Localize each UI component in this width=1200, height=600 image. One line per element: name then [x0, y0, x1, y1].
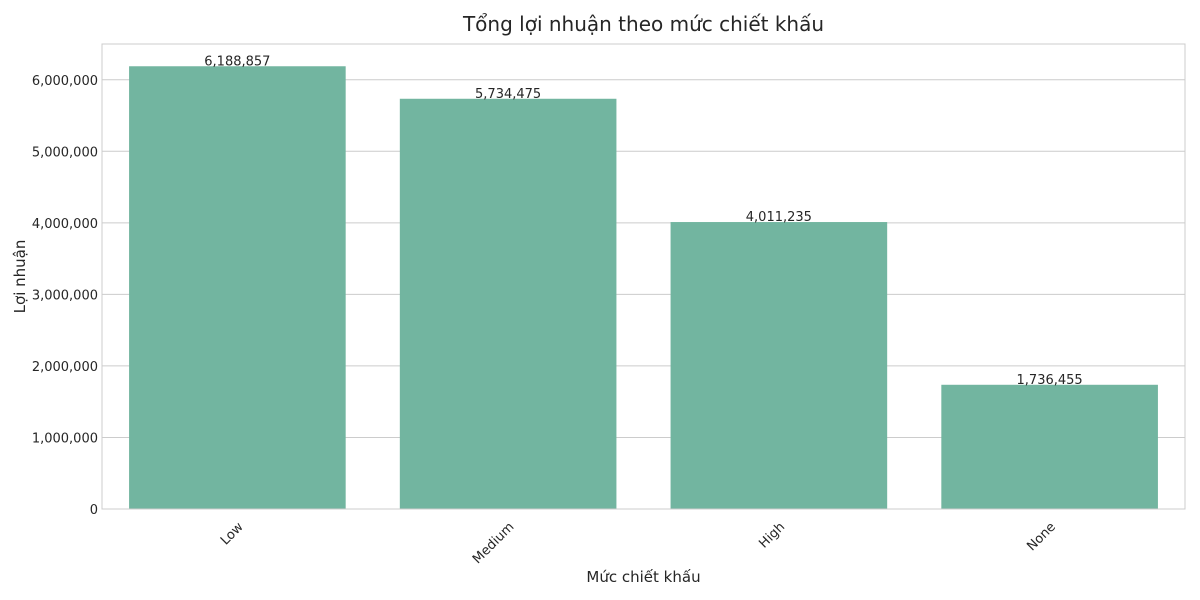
y-tick-label: 2,000,000 [32, 360, 98, 375]
bar-low [129, 66, 346, 509]
bars [129, 66, 1158, 510]
x-tick-label: Medium [470, 520, 517, 567]
x-tick-label: High [756, 520, 788, 552]
bar-none [941, 384, 1158, 509]
data-labels: 6,188,857 5,734,475 4,011,235 1,736,455 [204, 54, 1082, 388]
bar-medium [399, 98, 617, 510]
x-tick-label: Low [218, 519, 247, 548]
x-tick-label: None [1024, 520, 1059, 555]
y-tick-label: 1,000,000 [32, 431, 98, 446]
data-label: 5,734,475 [475, 87, 541, 102]
y-tick-labels: 0 1,000,000 2,000,000 3,000,000 4,000,000 5,0… [32, 74, 98, 518]
data-label: 6,188,857 [204, 54, 270, 69]
plot-frame [101, 43, 1186, 510]
x-axis-title: Mức chiết khấu [586, 568, 700, 586]
y-tick-label: 5,000,000 [32, 145, 98, 160]
x-tick-labels: Low Medium High None [218, 519, 1059, 567]
y-tick-label: 3,000,000 [32, 288, 98, 303]
y-tick-label: 4,000,000 [32, 217, 98, 232]
bar-high [670, 222, 888, 509]
chart-title: Tổng lợi nhuận theo mức chiết khấu [462, 12, 825, 36]
y-tick-label: 6,000,000 [32, 74, 98, 89]
y-axis-title: Lợi nhuận [11, 240, 29, 314]
data-label: 1,736,455 [1017, 373, 1083, 388]
data-label: 4,011,235 [746, 210, 812, 225]
y-tick-label: 0 [90, 503, 98, 518]
